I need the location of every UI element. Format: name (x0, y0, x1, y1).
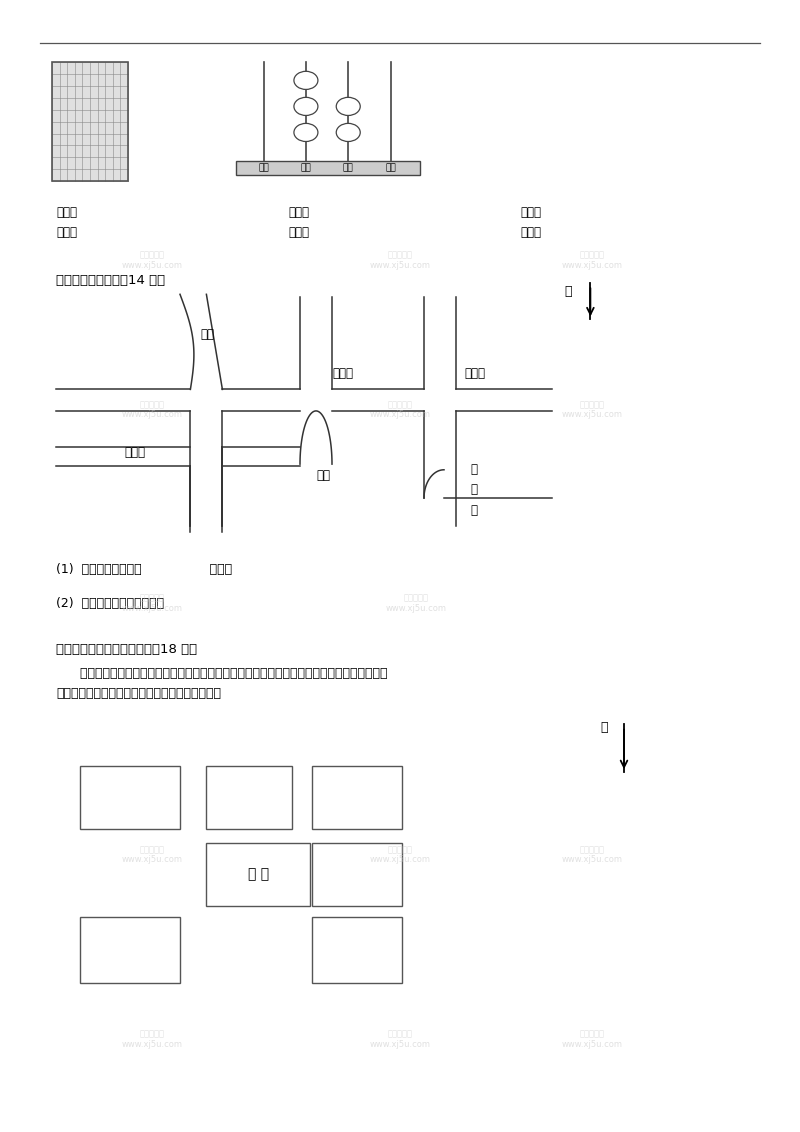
Text: 家: 家 (470, 504, 478, 516)
Ellipse shape (336, 97, 360, 115)
Text: 小学资源网
www.xj5u.com: 小学资源网 www.xj5u.com (386, 593, 446, 614)
Text: 小学资源网
www.xj5u.com: 小学资源网 www.xj5u.com (370, 1029, 430, 1049)
Text: 十位: 十位 (343, 163, 354, 172)
Text: 小学资源网
www.xj5u.com: 小学资源网 www.xj5u.com (122, 593, 182, 614)
Bar (52, 62, 128, 181)
Bar (312, 917, 402, 983)
Text: 小学资源网
www.xj5u.com: 小学资源网 www.xj5u.com (562, 400, 622, 420)
Text: 图书城: 图书城 (332, 367, 353, 379)
Text: 四、我会辨方向。（14 分）: 四、我会辨方向。（14 分） (56, 274, 165, 286)
Text: 北: 北 (600, 721, 608, 734)
Ellipse shape (294, 71, 318, 89)
Bar (312, 843, 402, 906)
Text: 冷饮店: 冷饮店 (464, 367, 485, 379)
Text: 汽车站: 汽车站 (124, 446, 145, 458)
Text: 读作：: 读作： (288, 226, 309, 239)
Text: 北: 北 (564, 285, 572, 298)
Text: 学校: 学校 (200, 328, 214, 341)
Text: 写作：: 写作： (520, 206, 541, 218)
Text: 小学资源网
www.xj5u.com: 小学资源网 www.xj5u.com (562, 844, 622, 865)
Bar (312, 766, 402, 829)
Bar (206, 766, 292, 829)
Text: (1)  学校在陈青家的（                 ）面。: (1) 学校在陈青家的（ ）面。 (56, 563, 232, 575)
Text: 读作：: 读作： (56, 226, 77, 239)
Text: 小学资源网
www.xj5u.com: 小学资源网 www.xj5u.com (370, 844, 430, 865)
Text: 书馆，小強家和游乐园分别在西南方向和西北方。: 书馆，小強家和游乐园分别在西南方向和西北方。 (56, 687, 221, 700)
Text: 小学资源网
www.xj5u.com: 小学资源网 www.xj5u.com (122, 844, 182, 865)
Bar (52, 62, 128, 181)
Text: 小学资源网
www.xj5u.com: 小学资源网 www.xj5u.com (122, 400, 182, 420)
Text: 小学资源网
www.xj5u.com: 小学资源网 www.xj5u.com (370, 400, 430, 420)
Text: 青: 青 (470, 483, 478, 496)
Bar (236, 161, 420, 175)
Text: 学 校: 学 校 (248, 867, 269, 882)
Text: 五、我能根据描述来填空。（18 分）: 五、我能根据描述来填空。（18 分） (56, 643, 197, 655)
Bar (80, 917, 180, 983)
Text: 小学资源网
www.xj5u.com: 小学资源网 www.xj5u.com (562, 1029, 622, 1049)
Ellipse shape (294, 97, 318, 115)
Text: 小学资源网
www.xj5u.com: 小学资源网 www.xj5u.com (122, 250, 182, 271)
Text: 小学资源网
www.xj5u.com: 小学资源网 www.xj5u.com (562, 250, 622, 271)
Text: 千位: 千位 (258, 163, 269, 172)
Text: 读作：: 读作： (520, 226, 541, 239)
Text: 个位: 个位 (385, 163, 396, 172)
Text: 小学资源网
www.xj5u.com: 小学资源网 www.xj5u.com (370, 250, 430, 271)
Bar (206, 843, 310, 906)
Ellipse shape (294, 123, 318, 142)
Bar (80, 766, 180, 829)
Text: 写作：: 写作： (288, 206, 309, 218)
Text: 商店: 商店 (316, 469, 330, 481)
Text: 百位: 百位 (301, 163, 311, 172)
Text: (2)  写一写陈青上学的路线。: (2) 写一写陈青上学的路线。 (56, 597, 164, 609)
Text: 小亮家在学校的北边，小明家在学校的东北方向，小红家在学校的东边，学校的东南方向是图: 小亮家在学校的北边，小明家在学校的东北方向，小红家在学校的东边，学校的东南方向是… (56, 667, 387, 679)
Ellipse shape (336, 123, 360, 142)
Text: 陈: 陈 (470, 463, 478, 475)
Text: 写作：: 写作： (56, 206, 77, 218)
Text: 小学资源网
www.xj5u.com: 小学资源网 www.xj5u.com (122, 1029, 182, 1049)
